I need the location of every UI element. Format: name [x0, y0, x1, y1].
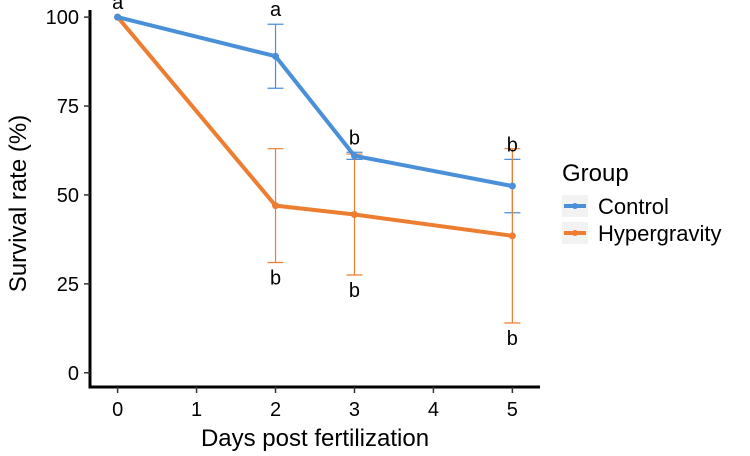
x-tick-label: 0: [112, 399, 123, 421]
y-axis-title: Survival rate (%): [5, 115, 32, 292]
data-point-hypergravity-3: [350, 211, 358, 219]
sig-label-control-5: b: [507, 134, 518, 156]
sig-label-hypergravity-3: b: [349, 280, 360, 302]
x-tick-label: 4: [428, 399, 439, 421]
x-tick-label: 5: [507, 399, 518, 421]
sig-label-control-3: b: [349, 127, 360, 149]
sig-label-hypergravity-2: b: [270, 268, 281, 290]
y-tick-label: 0: [68, 363, 79, 385]
data-point-control-5: [508, 182, 516, 190]
legend-item-hypergravity: Hypergravity: [562, 221, 721, 246]
legend-key-point: [572, 203, 578, 209]
y-tick-label: 100: [46, 7, 79, 29]
x-tick-label: 2: [270, 399, 281, 421]
legend-item-control: Control: [562, 194, 669, 219]
data-point-hypergravity-5: [508, 232, 516, 240]
data-point-control-0: [114, 13, 122, 21]
x-tick-label: 3: [349, 399, 360, 421]
x-tick-label: 1: [191, 399, 202, 421]
legend-label: Control: [598, 194, 669, 219]
data-point-control-2: [272, 52, 280, 60]
series-line-control: [117, 15, 513, 189]
axes: 0 25 50 75 100 0 1 2 3 4 5 Days post fertilization S…: [5, 7, 540, 452]
y-tick-label: 25: [57, 274, 79, 296]
sig-label-control-2: a: [270, 0, 282, 21]
x-axis-title: Days post fertilization: [201, 425, 429, 452]
sig-label-control-0: a: [112, 0, 124, 14]
data-point-control-3: [350, 152, 358, 160]
error-bars: [267, 23, 521, 324]
y-tick-label: 50: [57, 185, 79, 207]
series-line-hypergravity: [116, 15, 513, 238]
significance-labels: a a b b b b b: [112, 0, 518, 350]
legend-title: Group: [562, 160, 629, 187]
series-lines: [114, 13, 516, 240]
data-point-hypergravity-2: [272, 202, 280, 210]
legend-key-point: [572, 230, 578, 236]
y-tick-label: 75: [57, 96, 79, 118]
sig-label-hypergravity-5: b: [507, 328, 518, 350]
legend-label: Hypergravity: [598, 221, 721, 246]
